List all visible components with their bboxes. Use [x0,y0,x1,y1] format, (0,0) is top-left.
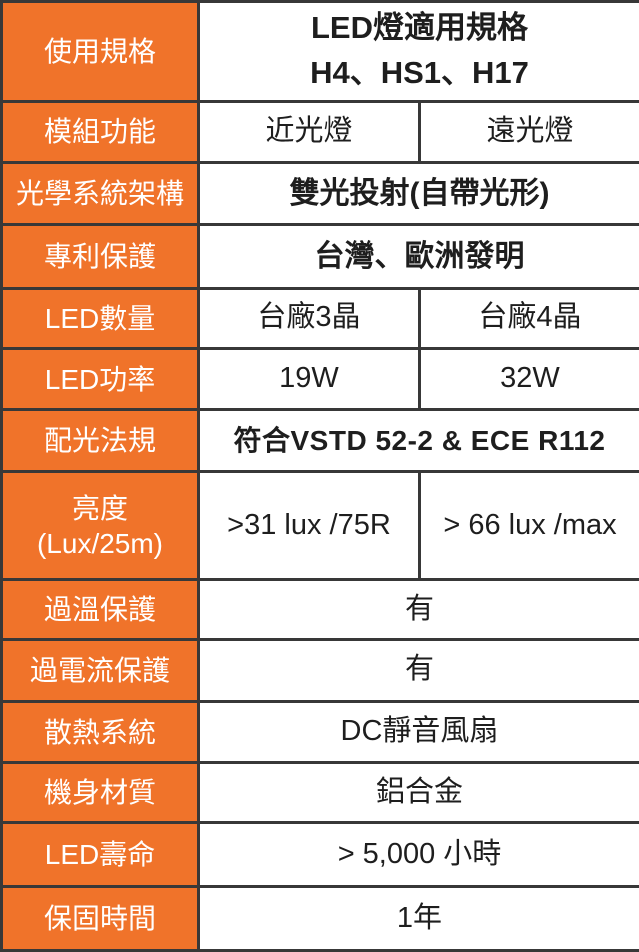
row-label: 模組功能 [0,99,200,165]
table-row-overtemp-protection: 過溫保護 有 [0,578,639,641]
row-label: 光學系統架構 [0,161,200,227]
row-label: 過電流保護 [0,637,200,703]
label-text: 過溫保護 [43,594,156,625]
spec-value-left: 19W [197,346,421,412]
table-row-beam-regulation: 配光法規 符合VSTD 52-2 & ECE R112 [0,408,639,474]
spec-value-low-beam: 近光燈 [197,99,421,165]
value-text: 1年 [396,901,443,934]
value-text: 符合VSTD 52-2 & ECE R112 [233,424,606,456]
row-label: 保固時間 [0,885,200,952]
value-text: > 66 lux /max [443,508,617,541]
label-text: 保固時間 [43,903,156,935]
spec-value: > 5,000 小時 [197,821,639,889]
row-label: 亮度 (Lux/25m) [0,470,200,582]
row-label: 配光法規 [0,408,200,474]
spec-value-right: > 66 lux /max [418,470,639,582]
value-text: 32W [500,362,560,395]
value-text: 台廠3晶 [257,301,361,334]
value-text: 近光燈 [265,115,353,148]
value-text: > 5,000 小時 [337,837,502,870]
spec-value: 1年 [197,885,639,952]
table-row-optical-system: 光學系統架構 雙光投射(自帶光形) [0,161,639,227]
spec-value: 台灣、歐洲發明 [197,223,639,290]
spec-value: 雙光投射(自帶光形) [197,161,639,227]
row-label: 專利保護 [0,223,200,290]
label-text: 光學系統架構 [15,178,184,210]
label-text: 專利保護 [43,241,156,273]
value-text: 台廠4晶 [478,301,582,334]
table-row-body-material: 機身材質 鋁合金 [0,761,639,825]
row-label: 散熱系統 [0,699,200,765]
row-label: 過溫保護 [0,578,200,641]
spec-value-left: >31 lux /75R [197,470,421,582]
label-text: 過電流保護 [29,654,170,686]
value-text: 有 [404,592,434,625]
spec-value-high-beam: 遠光燈 [418,99,639,165]
spec-value: 有 [197,578,639,641]
value-text: 遠光燈 [486,115,574,148]
table-row-patent: 專利保護 台灣、歐洲發明 [0,223,639,290]
spec-value-right: 32W [418,346,639,412]
table-row-led-lifespan: LED壽命 > 5,000 小時 [0,821,639,889]
table-row-led-power: LED功率 19W 32W [0,346,639,412]
spec-value-right: 台廠4晶 [418,286,639,350]
spec-value-left: 台廠3晶 [197,286,421,350]
label-text: LED功率 [44,363,156,395]
value-text: 雙光投射(自帶光形) [289,177,550,211]
value-text: 19W [279,362,339,395]
spec-value: 鋁合金 [197,761,639,825]
spec-value: 符合VSTD 52-2 & ECE R112 [197,408,639,474]
row-label: 使用規格 [0,0,200,103]
label-line: 亮度 [71,492,128,524]
table-row-cooling-system: 散熱系統 DC靜音風扇 [0,699,639,765]
spec-value: DC靜音風扇 [197,699,639,765]
row-label: 機身材質 [0,761,200,825]
label-text: LED壽命 [44,839,156,871]
spec-value: 有 [197,637,639,703]
row-label: LED功率 [0,346,200,412]
label-text: 模組功能 [43,116,156,148]
table-row-usage-spec: 使用規格 LED燈適用規格 H4、HS1、H17 [0,0,639,103]
label-text: 使用規格 [43,35,156,67]
value-text: 有 [404,653,434,686]
label-line: (Lux/25m) [36,527,164,559]
value-text: 鋁合金 [375,775,463,808]
spec-value: LED燈適用規格 H4、HS1、H17 [197,0,639,103]
row-label: LED數量 [0,286,200,350]
value-line: H4、HS1、H17 [310,55,529,91]
label-text: LED數量 [44,302,156,334]
value-text: DC靜音風扇 [340,715,499,748]
label-text: 散熱系統 [43,716,156,748]
table-row-module-function: 模組功能 近光燈 遠光燈 [0,99,639,165]
value-text: >31 lux /75R [227,508,391,541]
value-text: 台灣、歐洲發明 [314,240,525,274]
table-row-overcurrent-protection: 過電流保護 有 [0,637,639,703]
table-row-warranty: 保固時間 1年 [0,885,639,952]
table-row-led-count: LED數量 台廠3晶 台廠4晶 [0,286,639,350]
label-text: 配光法規 [43,425,156,457]
value-line: LED燈適用規格 [311,10,528,46]
row-label: LED壽命 [0,821,200,889]
table-row-brightness: 亮度 (Lux/25m) >31 lux /75R > 66 lux /max [0,470,639,582]
label-text: 機身材質 [43,777,156,809]
